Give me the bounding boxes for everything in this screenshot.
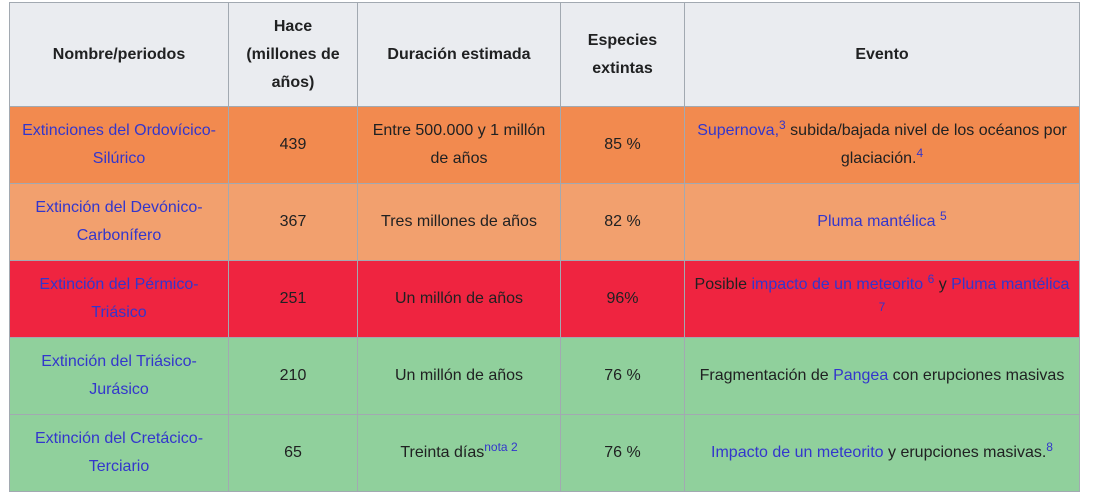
ago-cell: 251: [228, 260, 358, 338]
header-species[interactable]: Especies extintas: [560, 2, 685, 107]
event-link[interactable]: Supernova,: [697, 122, 780, 139]
duration-cell: Un millón de años: [357, 260, 561, 338]
duration-cell: Entre 500.000 y 1 millón de años: [357, 106, 561, 184]
duration-text: Treinta días: [400, 444, 485, 461]
reference-link[interactable]: 3: [779, 118, 786, 132]
ago-cell: 367: [228, 183, 358, 261]
period-name-cell: Extinción del Triásico-Jurásico: [9, 337, 229, 415]
reference-link[interactable]: 5: [940, 209, 947, 223]
table-row: Extinción del Triásico-Jurásico 210 Un m…: [9, 337, 1080, 415]
header-event[interactable]: Evento: [684, 2, 1080, 107]
event-cell: Posible impacto de un meteorito 6 y Plum…: [684, 260, 1080, 338]
species-cell: 82 %: [560, 183, 685, 261]
ago-cell: 210: [228, 337, 358, 415]
event-link[interactable]: Pluma mantélica: [817, 213, 936, 230]
duration-cell: Un millón de años: [357, 337, 561, 415]
table-row: Extinción del Devónico-Carbonífero 367 T…: [9, 183, 1080, 261]
event-link[interactable]: impacto de un meteorito: [751, 276, 924, 293]
reference-link[interactable]: 8: [1046, 440, 1053, 454]
event-text: subida/bajada nivel de los océanos por g…: [785, 122, 1067, 167]
period-link[interactable]: Extinción del Devónico-Carbonífero: [35, 199, 203, 244]
species-cell: 96%: [560, 260, 685, 338]
event-link[interactable]: Impacto de un meteorito: [711, 444, 884, 461]
species-cell: 85 %: [560, 106, 685, 184]
extinctions-table: Nombre/periodos Hace (millones de años) …: [9, 2, 1080, 492]
species-cell: 76 %: [560, 337, 685, 415]
ago-cell: 439: [228, 106, 358, 184]
event-cell: Pluma mantélica 5: [684, 183, 1080, 261]
event-cell: Supernova,3 subida/bajada nivel de los o…: [684, 106, 1080, 184]
reference-link[interactable]: 6: [927, 272, 935, 286]
species-cell: 76 %: [560, 414, 685, 492]
event-text: y erupciones masivas.: [883, 444, 1047, 461]
header-ago[interactable]: Hace (millones de años): [228, 2, 358, 107]
period-name-cell: Extinciones del Ordovícico-Silúrico: [9, 106, 229, 184]
event-text: con erupciones masivas: [888, 367, 1065, 384]
period-link[interactable]: Extinción del Cretácico-Terciario: [34, 430, 204, 475]
reference-link[interactable]: 4: [916, 146, 924, 160]
period-link[interactable]: Extinción del Pérmico-Triásico: [39, 276, 199, 321]
note-link[interactable]: nota 2: [484, 440, 518, 454]
period-name-cell: Extinción del Pérmico-Triásico: [9, 260, 229, 338]
period-link[interactable]: Extinción del Triásico-Jurásico: [41, 353, 197, 398]
table-row: Extinciones del Ordovícico-Silúrico 439 …: [9, 106, 1080, 184]
reference-link[interactable]: 7: [878, 300, 886, 314]
table-row: Extinción del Pérmico-Triásico 251 Un mi…: [9, 260, 1080, 338]
event-link[interactable]: Pluma mantélica: [951, 276, 1070, 293]
header-name[interactable]: Nombre/periodos: [9, 2, 229, 107]
event-cell: Fragmentación de Pangea con erupciones m…: [684, 337, 1080, 415]
event-text: Posible: [694, 276, 752, 293]
event-cell: Impacto de un meteorito y erupciones mas…: [684, 414, 1080, 492]
header-row: Nombre/periodos Hace (millones de años) …: [9, 2, 1080, 107]
period-name-cell: Extinción del Cretácico-Terciario: [9, 414, 229, 492]
event-text: y: [934, 276, 952, 293]
header-duration[interactable]: Duración estimada: [357, 2, 561, 107]
ago-cell: 65: [228, 414, 358, 492]
event-text: Fragmentación de: [699, 367, 834, 384]
table-row: Extinción del Cretácico-Terciario 65 Tre…: [9, 414, 1080, 492]
period-link[interactable]: Extinciones del Ordovícico-Silúrico: [22, 122, 216, 167]
duration-cell: Tres millones de años: [357, 183, 561, 261]
duration-cell: Treinta díasnota 2: [357, 414, 561, 492]
event-link[interactable]: Pangea: [833, 367, 889, 384]
period-name-cell: Extinción del Devónico-Carbonífero: [9, 183, 229, 261]
